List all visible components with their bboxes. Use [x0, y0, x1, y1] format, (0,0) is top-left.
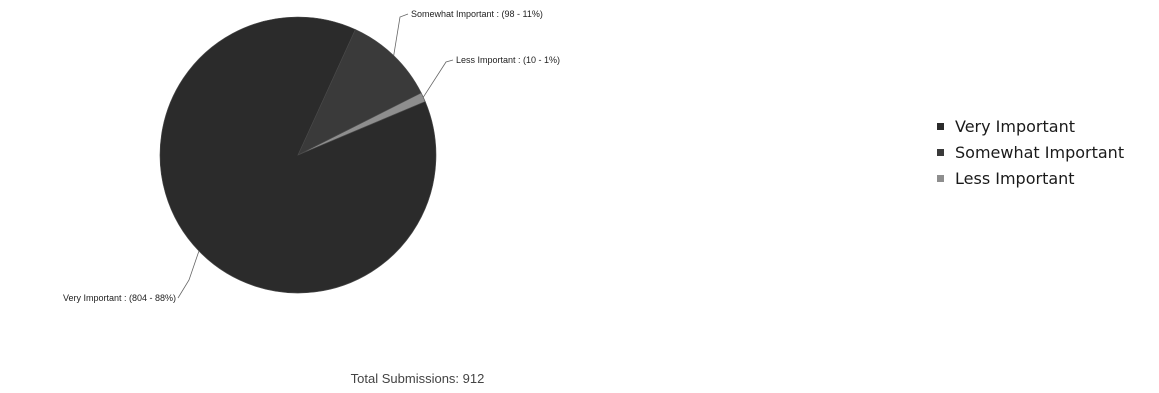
- slice-label-less-important: Less Important : (10 - 1%): [456, 55, 560, 65]
- legend-swatch-very-important: [937, 122, 944, 130]
- legend-item-somewhat-important[interactable]: Somewhat Important: [937, 139, 1124, 165]
- pie-slices: [159, 16, 437, 294]
- leader-line-somewhat-important: [393, 13, 409, 56]
- legend-label-somewhat-important: Somewhat Important: [955, 142, 1125, 162]
- legend-item-very-important[interactable]: Very Important: [937, 113, 1124, 139]
- chart-legend: Very Important Somewhat Important Less I…: [937, 113, 1124, 191]
- legend-label-very-important: Very Important: [955, 116, 1075, 136]
- legend-label-less-important: Less Important: [955, 168, 1075, 188]
- slice-label-somewhat-important: Somewhat Important : (98 - 11%): [411, 9, 543, 19]
- slice-label-very-important: Very Important : (804 - 88%): [63, 293, 176, 303]
- legend-item-less-important[interactable]: Less Important: [937, 165, 1124, 191]
- leader-line-very-important: [177, 250, 200, 299]
- legend-swatch-somewhat-important: [937, 148, 944, 156]
- legend-swatch-less-important: [937, 174, 944, 182]
- total-submissions: Total Submissions: 912: [350, 371, 485, 386]
- leader-lines: [177, 13, 454, 299]
- slice-labels: Very Important : (804 - 88%) Somewhat Imp…: [63, 9, 560, 303]
- leader-line-less-important: [422, 59, 454, 98]
